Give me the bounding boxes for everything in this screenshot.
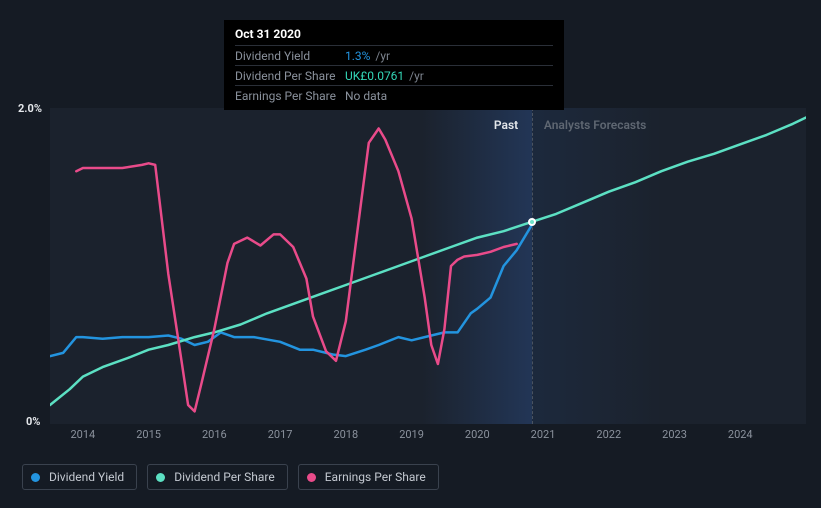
x-axis: 2014 2015 2016 2017 2018 2019 2020 2021 2022 2023… xyxy=(50,428,806,446)
x-axis-tick: 2020 xyxy=(465,428,490,441)
tooltip-row-label: Dividend Yield xyxy=(235,49,345,63)
legend-dot-icon xyxy=(307,473,316,482)
x-axis-tick: 2019 xyxy=(399,428,424,441)
hover-tooltip: Oct 31 2020 Dividend Yield1.3% /yrDivide… xyxy=(224,20,564,110)
y-axis-tick-max: 2.0% xyxy=(18,102,42,115)
legend-item-label: Dividend Yield xyxy=(49,470,124,484)
x-axis-tick: 2021 xyxy=(531,428,556,441)
legend-dot-icon xyxy=(31,473,40,482)
y-axis-tick-min: 0% xyxy=(26,415,40,428)
tooltip-date: Oct 31 2020 xyxy=(235,27,553,41)
x-axis-tick: 2017 xyxy=(268,428,293,441)
x-axis-tick: 2024 xyxy=(728,428,753,441)
legend-item[interactable]: Earnings Per Share xyxy=(298,464,439,490)
plot-area[interactable]: Past Analysts Forecasts xyxy=(50,108,806,424)
x-axis-tick: 2014 xyxy=(70,428,95,441)
x-axis-tick: 2018 xyxy=(333,428,358,441)
legend: Dividend Yield Dividend Per Share Earnings… xyxy=(22,464,439,490)
tooltip-row: Dividend Per ShareUK£0.0761 /yr xyxy=(235,65,553,85)
legend-dot-icon xyxy=(156,473,165,482)
tooltip-row-label: Earnings Per Share xyxy=(235,89,345,103)
legend-item[interactable]: Dividend Per Share xyxy=(147,464,288,490)
x-axis-tick: 2015 xyxy=(136,428,161,441)
tooltip-row: Earnings Per ShareNo data xyxy=(235,85,553,105)
series-line xyxy=(76,129,516,412)
tooltip-rows: Dividend Yield1.3% /yrDividend Per Share… xyxy=(235,45,553,105)
legend-item-label: Dividend Per Share xyxy=(174,470,275,484)
tooltip-row: Dividend Yield1.3% /yr xyxy=(235,45,553,65)
tooltip-row-value: 1.3% /yr xyxy=(345,49,390,63)
x-axis-tick: 2022 xyxy=(596,428,621,441)
chart-container: Oct 31 2020 Dividend Yield1.3% /yrDivide… xyxy=(0,0,821,508)
tooltip-row-value: No data xyxy=(345,89,387,103)
x-axis-tick: 2016 xyxy=(202,428,227,441)
tooltip-row-label: Dividend Per Share xyxy=(235,69,345,83)
series-line xyxy=(50,118,806,406)
chart-area: 2.0% 0% Past Analysts Forecasts xyxy=(18,108,806,424)
tooltip-row-value: UK£0.0761 /yr xyxy=(345,69,424,83)
series-svg xyxy=(50,108,806,424)
hover-dot xyxy=(528,218,536,226)
legend-item[interactable]: Dividend Yield xyxy=(22,464,137,490)
legend-item-label: Earnings Per Share xyxy=(325,470,426,484)
x-axis-tick: 2023 xyxy=(662,428,687,441)
